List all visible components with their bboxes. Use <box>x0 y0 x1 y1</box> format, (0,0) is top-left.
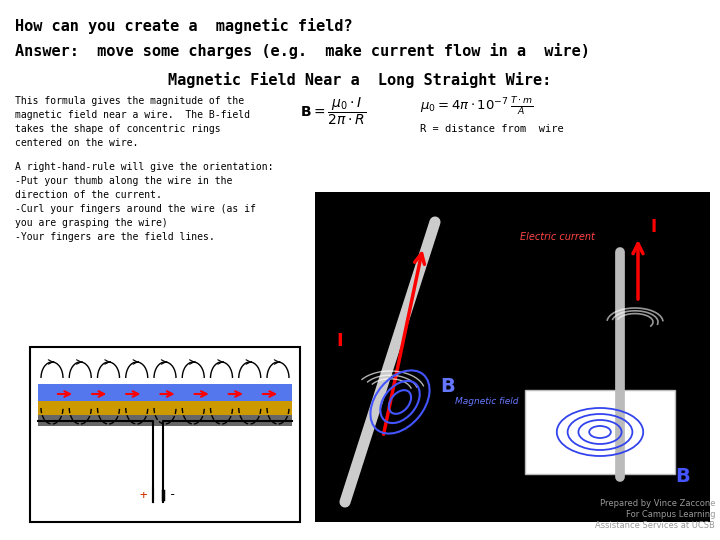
Text: Prepared by Vince Zaccone: Prepared by Vince Zaccone <box>600 499 715 508</box>
FancyBboxPatch shape <box>525 390 675 474</box>
Text: Electric current: Electric current <box>520 232 595 242</box>
Text: A right-hand-rule will give the orientation:
-Put your thumb along the wire in t: A right-hand-rule will give the orientat… <box>15 162 274 242</box>
Text: R = distance from  wire: R = distance from wire <box>420 124 564 134</box>
Bar <box>315 192 710 522</box>
Text: For Campus Learning: For Campus Learning <box>626 510 715 519</box>
Bar <box>38 384 292 402</box>
Text: Assistance Services at UCSB: Assistance Services at UCSB <box>595 521 715 530</box>
Bar <box>30 347 300 522</box>
Text: Magnetic Field Near a  Long Straight Wire:: Magnetic Field Near a Long Straight Wire… <box>168 72 552 88</box>
Text: B: B <box>675 467 690 486</box>
Text: This formula gives the magnitude of the
magnetic field near a wire.  The B-field: This formula gives the magnitude of the … <box>15 96 250 148</box>
Text: $\mathbf{B} = \dfrac{\mu_0 \cdot I}{2\pi \cdot R}$: $\mathbf{B} = \dfrac{\mu_0 \cdot I}{2\pi… <box>300 96 366 127</box>
Bar <box>38 401 292 416</box>
Text: How can you create a  magnetic field?: How can you create a magnetic field? <box>15 18 353 34</box>
Text: -: - <box>169 489 176 502</box>
Bar <box>38 415 292 426</box>
Text: I: I <box>337 332 343 349</box>
Text: Magnetic field: Magnetic field <box>455 397 518 406</box>
Text: $\mu_0 = 4\pi \cdot 10^{-7} \, \frac{T \cdot m}{A}$: $\mu_0 = 4\pi \cdot 10^{-7} \, \frac{T \… <box>420 96 534 118</box>
Text: +: + <box>139 489 147 502</box>
Text: Answer:  move some charges (e.g.  make current flow in a  wire): Answer: move some charges (e.g. make cur… <box>15 43 590 59</box>
Text: B: B <box>440 377 455 396</box>
Text: I: I <box>650 218 656 236</box>
